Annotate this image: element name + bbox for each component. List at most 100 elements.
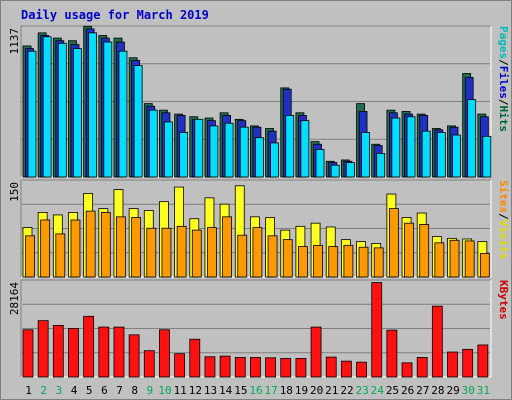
bar-pages-day-11 — [179, 132, 189, 178]
legend-label: Files — [497, 66, 510, 99]
legend-pages_files_hits: Pages/Files/Hits — [497, 26, 510, 132]
y-max-label: 150 — [8, 182, 21, 202]
legend-visits_sites: Sites/Visits — [497, 180, 510, 260]
legend-label: / — [497, 99, 510, 106]
x-tick-label: 8 — [131, 384, 138, 397]
bar-sites-day-13 — [207, 227, 217, 278]
bar-kbytes-day-17 — [265, 357, 276, 378]
bar-sites-day-21 — [328, 246, 339, 278]
bar-sites-day-22 — [343, 244, 354, 278]
x-tick-label: 4 — [71, 384, 78, 397]
bar-pages-day-7 — [118, 50, 128, 178]
x-tick-label: 9 — [147, 384, 154, 397]
x-tick-label: 10 — [158, 384, 171, 397]
bar-sites-day-5 — [85, 210, 96, 278]
x-tick-label: 16 — [249, 384, 262, 397]
legend-kbytes: KBytes — [497, 280, 510, 320]
bar-pages-day-26 — [406, 116, 416, 178]
bar-kbytes-day-28 — [431, 305, 443, 378]
legend-label: Pages — [497, 26, 510, 59]
bar-kbytes-day-16 — [250, 357, 261, 378]
bar-sites-day-16 — [252, 227, 263, 278]
x-tick-label: 23 — [356, 384, 369, 397]
bar-kbytes-day-8 — [128, 334, 140, 378]
bar-sites-day-10 — [161, 227, 172, 278]
bar-sites-day-7 — [116, 216, 126, 278]
bar-pages-day-5 — [88, 32, 98, 178]
bar-pages-day-24 — [376, 153, 386, 178]
bar-kbytes-day-5 — [83, 315, 95, 378]
bar-sites-day-23 — [358, 246, 369, 278]
bar-pages-day-4 — [73, 48, 82, 178]
bar-sites-day-9 — [146, 227, 157, 278]
bar-pages-day-12 — [194, 118, 204, 178]
bar-pages-day-16 — [255, 137, 264, 178]
bar-sites-day-14 — [222, 216, 232, 278]
bar-kbytes-day-15 — [234, 357, 246, 378]
bar-pages-day-1 — [27, 50, 37, 178]
bar-pages-day-30 — [467, 99, 477, 178]
bar-sites-day-30 — [464, 240, 475, 278]
bar-kbytes-day-9 — [143, 350, 155, 378]
x-tick-label: 19 — [295, 384, 308, 397]
x-tick-label: 20 — [310, 384, 323, 397]
x-tick-label: 30 — [462, 384, 475, 397]
bar-sites-day-17 — [267, 235, 278, 278]
x-tick-label: 15 — [234, 384, 247, 397]
bar-pages-day-8 — [133, 65, 143, 178]
bar-kbytes-day-22 — [340, 360, 352, 378]
bar-pages-day-25 — [391, 117, 401, 178]
bar-pages-day-2 — [42, 36, 52, 178]
bar-sites-day-24 — [373, 247, 384, 278]
bar-sites-day-31 — [479, 253, 490, 278]
bar-sites-day-1 — [25, 235, 35, 278]
bar-sites-day-2 — [40, 219, 51, 278]
x-tick-label: 21 — [325, 384, 338, 397]
bar-pages-day-23 — [361, 132, 370, 178]
x-tick-label: 27 — [416, 384, 429, 397]
legend-label: / — [497, 59, 510, 66]
bar-pages-day-22 — [345, 162, 355, 178]
bar-pages-day-9 — [148, 109, 158, 178]
y-max-label: 1137 — [8, 28, 21, 55]
bar-sites-day-18 — [282, 239, 293, 278]
bar-sites-day-3 — [55, 233, 66, 278]
bar-kbytes-day-26 — [401, 362, 413, 378]
bar-sites-day-25 — [388, 208, 399, 278]
bar-pages-day-28 — [436, 132, 446, 178]
bar-kbytes-day-3 — [52, 324, 64, 378]
legend-label: Hits — [497, 106, 510, 133]
bar-kbytes-day-27 — [416, 357, 428, 378]
bar-pages-day-29 — [452, 134, 461, 178]
bar-kbytes-day-4 — [68, 328, 79, 378]
bar-pages-day-13 — [209, 125, 219, 178]
bar-kbytes-day-14 — [219, 355, 231, 378]
bar-kbytes-day-25 — [386, 329, 398, 378]
legend-label: / — [497, 213, 510, 220]
bar-sites-day-27 — [419, 224, 430, 278]
bar-pages-day-17 — [270, 142, 279, 178]
legend-label: KBytes — [497, 280, 510, 320]
x-tick-label: 2 — [40, 384, 47, 397]
x-tick-label: 12 — [189, 384, 202, 397]
bar-sites-day-15 — [237, 234, 248, 278]
x-tick-label: 22 — [340, 384, 353, 397]
bar-pages-day-21 — [330, 164, 340, 178]
x-tick-label: 28 — [431, 384, 444, 397]
bar-kbytes-day-29 — [447, 351, 458, 378]
bar-sites-day-6 — [100, 211, 111, 278]
x-tick-label: 5 — [86, 384, 93, 397]
bar-kbytes-day-20 — [310, 326, 322, 378]
x-tick-label: 1 — [25, 384, 32, 397]
bar-sites-day-28 — [434, 242, 445, 278]
x-tick-label: 6 — [101, 384, 108, 397]
bar-sites-day-29 — [449, 239, 460, 278]
x-tick-label: 18 — [280, 384, 293, 397]
x-tick-label: 17 — [265, 384, 278, 397]
x-tick-label: 3 — [56, 384, 63, 397]
bar-kbytes-day-7 — [113, 326, 125, 378]
bar-kbytes-day-13 — [204, 356, 216, 378]
bar-kbytes-day-10 — [159, 329, 170, 378]
x-tick-label: 13 — [204, 384, 217, 397]
bar-kbytes-day-2 — [37, 320, 49, 378]
